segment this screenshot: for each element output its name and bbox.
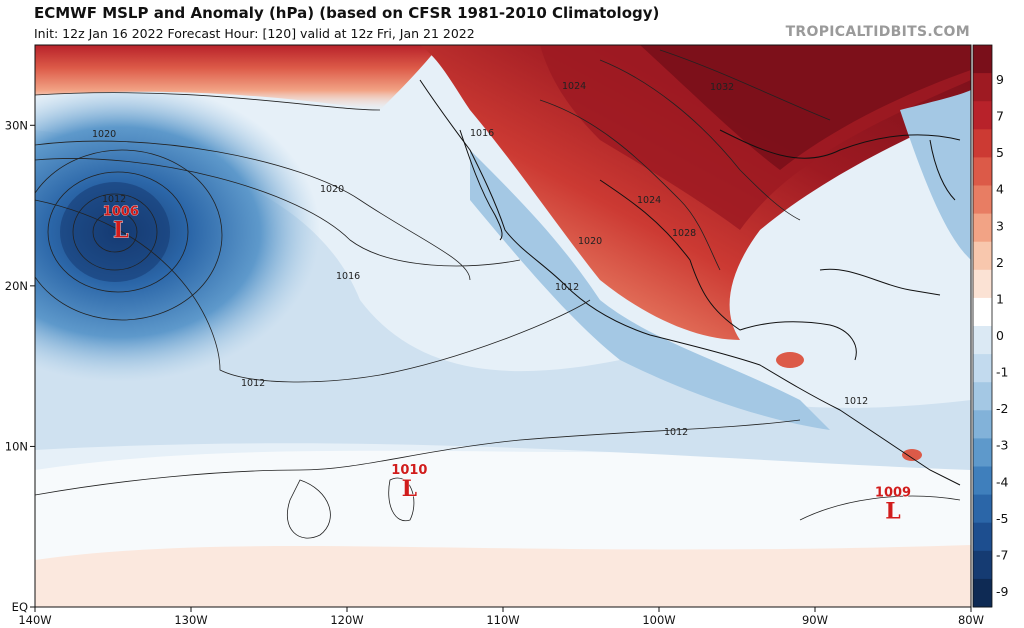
chart-subtitle: Init: 12z Jan 16 2022 Forecast Hour: [12…	[34, 26, 475, 41]
lat-tick-label: 10N	[5, 439, 28, 453]
lat-tick-label: EQ	[12, 600, 28, 614]
colorbar-label: -4	[996, 474, 1009, 489]
colorbar-frame	[972, 44, 993, 608]
isobar-label: 1024	[637, 195, 661, 206]
isobar-label: 1020	[92, 129, 116, 140]
lat-tick-label: 20N	[5, 279, 28, 293]
colorbar-label: -5	[996, 511, 1008, 526]
colorbar-swatch	[973, 297, 992, 327]
low-pressure-value: 1009	[875, 486, 911, 501]
colorbar-label: 0	[996, 328, 1004, 343]
isobar-label: 1016	[470, 128, 494, 139]
isobar-label: 1028	[672, 228, 696, 239]
colorbar-swatch	[973, 382, 992, 411]
isobar-label: 1020	[578, 236, 602, 247]
colorbar-label: 5	[996, 145, 1004, 160]
colorbar-swatch	[973, 466, 992, 496]
isobar-label: 1012	[844, 396, 868, 407]
colorbar-label: -7	[996, 547, 1008, 562]
lon-tick-label: 120W	[330, 613, 363, 627]
isobar-label: 1032	[710, 82, 734, 93]
lon-tick-label: 100W	[642, 613, 675, 627]
colorbar-swatch	[973, 438, 992, 467]
lon-tick-label: 140W	[18, 613, 51, 627]
isobar-label: 1012	[241, 378, 265, 389]
colorbar-swatch	[973, 185, 992, 215]
colorbar-label: -3	[996, 438, 1008, 453]
lon-tick-label: 90W	[802, 613, 828, 627]
colorbar-label: 3	[996, 218, 1004, 233]
anomaly-field	[35, 45, 971, 607]
colorbar-swatch	[973, 101, 992, 130]
colorbar-label: -9	[996, 584, 1009, 599]
isobar-labels: 1020 1020 1016 1016 1012 1012 1012 1012 …	[92, 81, 868, 438]
colorbar-label: 4	[996, 182, 1004, 197]
colorbar-label: 2	[996, 255, 1004, 270]
low-pressure-value: 1010	[391, 463, 427, 478]
colorbar-label: -2	[996, 401, 1008, 416]
chart-title: ECMWF MSLP and Anomaly (hPa) (based on C…	[34, 4, 660, 22]
lon-tick-label: 110W	[486, 613, 519, 627]
colorbar-swatch	[973, 241, 992, 271]
colorbar-swatch	[973, 73, 992, 102]
colorbar-swatch	[973, 269, 992, 299]
colorbar-swatch	[973, 129, 992, 158]
isobar-label: 1012	[102, 194, 126, 205]
site-brand: TROPICALTIDBITS.COM	[785, 24, 970, 40]
coastlines	[419, 79, 961, 486]
low-pressure-value: 1006	[103, 205, 139, 220]
isobar-label: 1012	[555, 282, 579, 293]
isobar-label: 1016	[336, 271, 360, 282]
isobar-label: 1020	[320, 184, 344, 195]
colorbar-swatch	[973, 45, 992, 74]
colorbar-swatch	[973, 550, 992, 580]
colorbar-label: 9	[996, 72, 1004, 87]
colorbar-swatch	[973, 213, 992, 243]
lon-tick-label: 80W	[958, 613, 984, 627]
colorbar-label: 1	[996, 291, 1004, 306]
isobar-label: 1024	[562, 81, 586, 92]
colorbar-swatch	[973, 522, 992, 552]
lat-tick-label: 30N	[5, 118, 28, 132]
colorbar-swatch	[973, 157, 992, 186]
axes: 140W 130W 120W 110W 100W 90W 80W 30N 20N 10N EQ	[5, 118, 984, 627]
colorbar-label: 7	[996, 109, 1004, 124]
low-pressure-letter: L	[402, 476, 417, 502]
colorbar-swatch	[973, 578, 992, 608]
colorbar-swatch	[973, 354, 992, 383]
low-pressure-letter: L	[885, 499, 900, 525]
colorbar-label: -1	[996, 365, 1008, 380]
isobar-label: 1012	[664, 427, 688, 438]
colorbar-swatch	[973, 326, 992, 355]
lon-tick-label: 130W	[174, 613, 207, 627]
colorbar-swatch	[973, 494, 992, 524]
low-pressure-letter: L	[113, 218, 128, 244]
colorbar-swatch	[973, 410, 992, 439]
isobars	[35, 49, 961, 539]
colorbar: 9 7 5 4 3 2 1 0 -1 -2 -3 -4 -5 -7 -9	[972, 44, 1009, 608]
